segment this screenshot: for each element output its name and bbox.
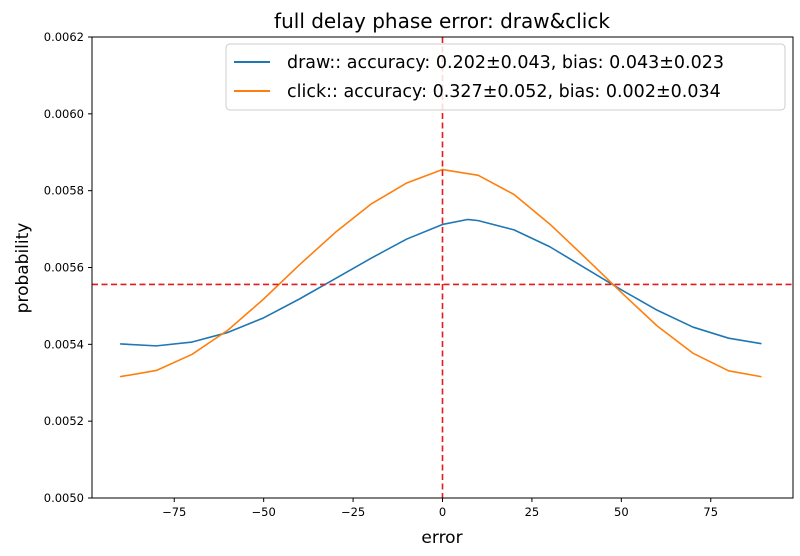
x-axis-title: error <box>421 528 462 548</box>
y-tick-label: 0.0056 <box>44 261 84 275</box>
series-line-click <box>119 168 762 378</box>
series-line-draw <box>119 218 762 347</box>
y-tick-label: 0.0058 <box>44 184 84 198</box>
chart-title: full delay phase error: draw&click <box>274 9 610 33</box>
x-tick-label: 0 <box>439 505 446 519</box>
legend: draw:: accuracy: 0.202±0.043, bias: 0.04… <box>225 43 786 111</box>
x-tick-label: −25 <box>341 505 365 519</box>
x-tick-label: 75 <box>703 505 718 519</box>
y-tick-label: 0.0050 <box>44 491 84 505</box>
legend-box <box>225 43 786 111</box>
y-tick-label: 0.0062 <box>44 30 84 44</box>
x-tick-label: 50 <box>614 505 629 519</box>
legend-label-draw: draw:: accuracy: 0.202±0.043, bias: 0.04… <box>287 53 724 73</box>
y-tick-label: 0.0052 <box>44 414 84 428</box>
y-axis-title: probability <box>13 223 33 314</box>
x-tick-label: −75 <box>162 505 186 519</box>
legend-label-click: click:: accuracy: 0.327±0.052, bias: 0.0… <box>287 82 721 102</box>
y-tick-label: 0.0054 <box>44 337 84 351</box>
x-tick-label: −50 <box>252 505 276 519</box>
y-tick-label: 0.0060 <box>44 107 84 121</box>
x-tick-label: 25 <box>525 505 540 519</box>
